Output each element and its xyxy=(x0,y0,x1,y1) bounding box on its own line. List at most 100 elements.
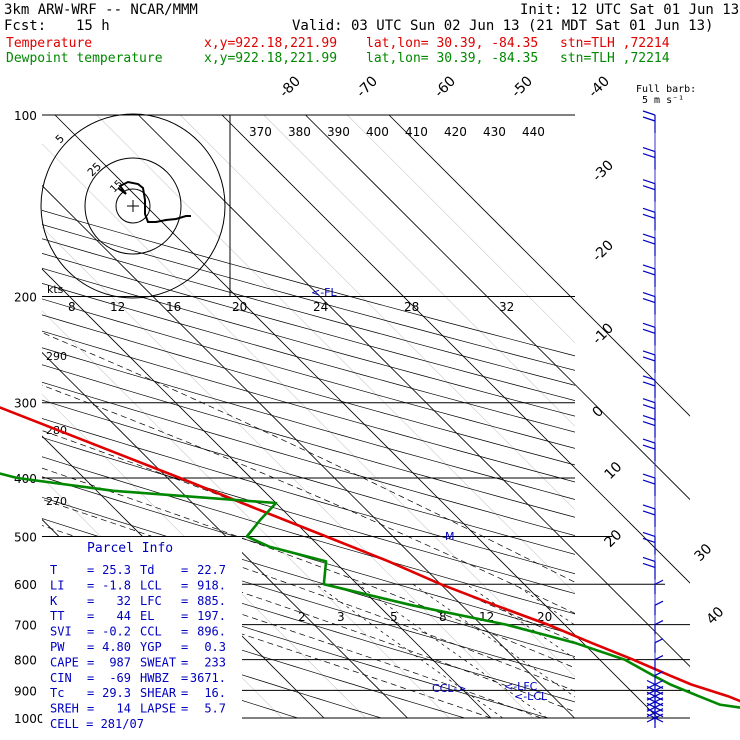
theta-label: 430 xyxy=(483,125,506,139)
parcel-info-value: 197. xyxy=(197,609,226,623)
parcel-info-eq: = xyxy=(181,594,188,608)
parcel-info-key: SHEAR xyxy=(140,686,177,700)
dry-adiabat xyxy=(42,252,575,401)
kt-tick-label: 28 xyxy=(404,300,419,314)
hodograph-ring xyxy=(84,157,182,255)
wind-barb-flag xyxy=(642,421,656,427)
wind-barb-flag xyxy=(654,600,664,606)
wind-barb-flag xyxy=(642,537,656,544)
parcel-info-eq: = xyxy=(87,563,94,577)
isotherm-line xyxy=(221,115,690,584)
wind-barb-flag xyxy=(642,504,656,510)
parcel-info-panel xyxy=(42,537,242,722)
wind-barb-flag xyxy=(642,110,656,116)
parcel-info-eq: = xyxy=(181,625,188,639)
dry-adiabat xyxy=(42,609,383,718)
parcel-info-eq: = xyxy=(181,655,188,669)
dry-adiabat-label: 270 xyxy=(46,495,67,508)
parcel-info-value: 987 xyxy=(109,655,131,669)
theta-label: 440 xyxy=(522,125,545,139)
pressure-tick-label: 300 xyxy=(14,397,37,411)
wind-barb-flag xyxy=(642,356,656,362)
dry-adiabat xyxy=(42,267,575,417)
isotherm-line xyxy=(42,268,492,718)
wind-barb-flag xyxy=(642,233,656,239)
parcel-info-value: 918. xyxy=(197,578,226,592)
wind-barb-flag xyxy=(642,350,656,356)
isotherm-minor-line xyxy=(96,115,575,594)
dry-adiabat xyxy=(42,298,575,449)
parcel-info-value: -0.2 xyxy=(102,625,131,639)
level-marker-label: M xyxy=(445,530,455,543)
isotherm-line xyxy=(388,115,690,417)
parcel-info-key: T xyxy=(50,563,57,577)
dewpoint-latlon: lat,lon= 30.39, -84.35 xyxy=(366,51,539,66)
dewpoint-legend: Dewpoint temperature xyxy=(6,51,163,66)
kt-tick-label: 16 xyxy=(166,300,181,314)
isotherm-line xyxy=(138,115,690,668)
parcel-info-value: 22.7 xyxy=(197,563,226,577)
dry-adiabat xyxy=(42,347,575,500)
parcel-info-key: HWBZ xyxy=(140,671,169,685)
parcel-info-cell: CELL = 281/07 xyxy=(50,717,144,731)
isotherm-minor-line xyxy=(263,115,575,427)
wind-barb-flag xyxy=(642,185,656,191)
parcel-info-value: 44 xyxy=(117,609,131,623)
hodograph-ring xyxy=(115,188,151,224)
isotherm-minor-line xyxy=(42,310,450,718)
parcel-info-eq: = xyxy=(181,609,188,623)
temperature-profile xyxy=(0,406,740,703)
temperature-tick-label: -70 xyxy=(354,73,381,100)
isotherm-minor-line xyxy=(42,226,533,718)
kt-tick-label: 12 xyxy=(110,300,125,314)
wind-barb-flag xyxy=(642,328,656,334)
parcel-info-key: CCL xyxy=(140,625,162,639)
theta-label: 380 xyxy=(288,125,311,139)
valid-time: Valid: 03 UTC Sun 02 Jun 13 (21 MDT Sat … xyxy=(292,18,714,34)
hodograph-ring-label: 25 xyxy=(85,160,104,179)
parcel-info-eq: = xyxy=(181,563,188,577)
model-title: 3km ARW-WRF -- NCAR/MMM xyxy=(4,2,198,18)
parcel-info-value: 14 xyxy=(117,702,131,716)
parcel-info-key: PW xyxy=(50,640,65,654)
parcel-info-value: 885. xyxy=(197,594,226,608)
parcel-info-value: 16. xyxy=(204,686,226,700)
kt-tick-label: 8 xyxy=(68,300,76,314)
dry-adiabat xyxy=(42,224,575,371)
parcel-info-value: 0.3 xyxy=(204,640,226,654)
parcel-info-value: 29.3 xyxy=(102,686,131,700)
wind-barb-flag xyxy=(642,213,656,219)
parcel-info-key: EL xyxy=(140,609,154,623)
parcel-info-eq: = xyxy=(87,640,94,654)
pressure-tick-label: 900 xyxy=(14,684,37,698)
temperature-station: stn=TLH ,72214 xyxy=(560,36,670,51)
wind-barb-flag xyxy=(642,291,656,298)
wind-barb-flag xyxy=(642,147,656,153)
parcel-info-eq: = xyxy=(181,671,188,685)
temperature-tick-label: 20 xyxy=(602,527,626,551)
parcel-info-eq: = xyxy=(87,609,94,623)
parcel-info-key: YGP xyxy=(140,640,162,654)
kt-tick-label: 32 xyxy=(499,300,514,314)
parcel-info-value: 25.3 xyxy=(102,563,131,577)
wind-barb-column xyxy=(642,110,664,728)
level-marker-label: <-FL xyxy=(311,286,338,299)
wind-barb-flag xyxy=(642,438,656,444)
parcel-info-eq: = xyxy=(181,686,188,700)
init-time: Init: 12 UTC Sat 01 Jun 13 xyxy=(520,2,740,18)
pressure-tick-label: 500 xyxy=(14,530,37,544)
mixing-ratio-line xyxy=(412,583,575,698)
temperature-tick-label: -60 xyxy=(432,73,459,100)
parcel-info-eq: = xyxy=(87,655,94,669)
temperature-legend: Temperature xyxy=(6,36,93,51)
parcel-info-key: CIN xyxy=(50,671,72,685)
dry-adiabat xyxy=(42,283,575,433)
wind-barb-flag xyxy=(642,270,656,276)
pressure-tick-label: 600 xyxy=(14,578,37,592)
kt-tick-label: 24 xyxy=(313,300,328,314)
level-marker-label: <-LFC xyxy=(504,680,538,693)
mixing-ratio-label: 3 xyxy=(337,610,345,624)
parcel-info-key: K xyxy=(50,594,58,608)
